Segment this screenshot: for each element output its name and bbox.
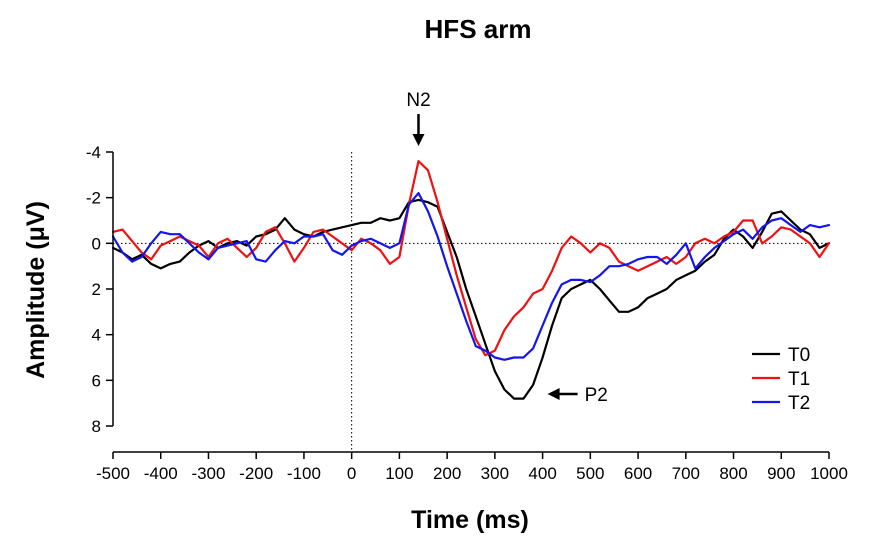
y-tick-label: -4 (86, 143, 101, 162)
y-tick-label: 4 (92, 326, 101, 345)
x-tick-label: -200 (239, 464, 273, 483)
x-tick-label: 300 (481, 464, 509, 483)
x-tick-label: -300 (191, 464, 225, 483)
arrow-down-icon (412, 134, 425, 146)
x-ticks: -500 -400 -300 -200 -100 0 100 200 300 400 500 600 7… (96, 452, 848, 483)
legend: T0 T1 T2 (752, 345, 810, 414)
series-layer (111, 160, 831, 400)
annotation-label: N2 (406, 90, 430, 111)
x-tick-label: -400 (144, 464, 178, 483)
legend-label-t1: T1 (788, 369, 810, 390)
arrow-left-icon (547, 388, 560, 401)
chart-title: HFS arm (425, 14, 532, 44)
x-tick-label: 700 (672, 464, 700, 483)
series-line-t0 (111, 198, 831, 400)
y-tick-label: 6 (92, 371, 101, 390)
x-axis: -500 -400 -300 -200 -100 0 100 200 300 400 500 600 7… (96, 451, 848, 483)
x-tick-label: -500 (96, 464, 130, 483)
series-line-t1 (111, 160, 831, 357)
x-tick-label: -100 (287, 464, 321, 483)
legend-label-t0: T0 (788, 345, 810, 366)
y-tick-label: 0 (92, 234, 101, 253)
annotations: N2 P2 (406, 90, 608, 406)
x-tick-label: 400 (528, 464, 556, 483)
x-tick-label: 800 (719, 464, 747, 483)
x-tick-label: 900 (767, 464, 795, 483)
legend-label-t2: T2 (788, 393, 810, 414)
series-line-t2 (111, 192, 831, 361)
y-tick-label: -2 (86, 189, 101, 208)
x-tick-label: 500 (576, 464, 604, 483)
y-axis-title: Amplitude (μV) (22, 201, 50, 379)
x-tick-label: 0 (347, 464, 356, 483)
x-tick-label: 100 (385, 464, 413, 483)
x-axis-title: Time (ms) (411, 506, 529, 534)
y-ticks: -4 -2 0 2 4 6 8 (86, 143, 113, 436)
reference-lines (113, 152, 829, 452)
y-axis: -4 -2 0 2 4 6 8 (86, 143, 114, 436)
y-tick-label: 2 (92, 280, 101, 299)
y-tick-label: 8 (92, 417, 101, 436)
x-tick-label: 1000 (810, 464, 848, 483)
annotation-label: P2 (585, 385, 608, 406)
x-tick-label: 200 (433, 464, 461, 483)
x-tick-label: 600 (624, 464, 652, 483)
